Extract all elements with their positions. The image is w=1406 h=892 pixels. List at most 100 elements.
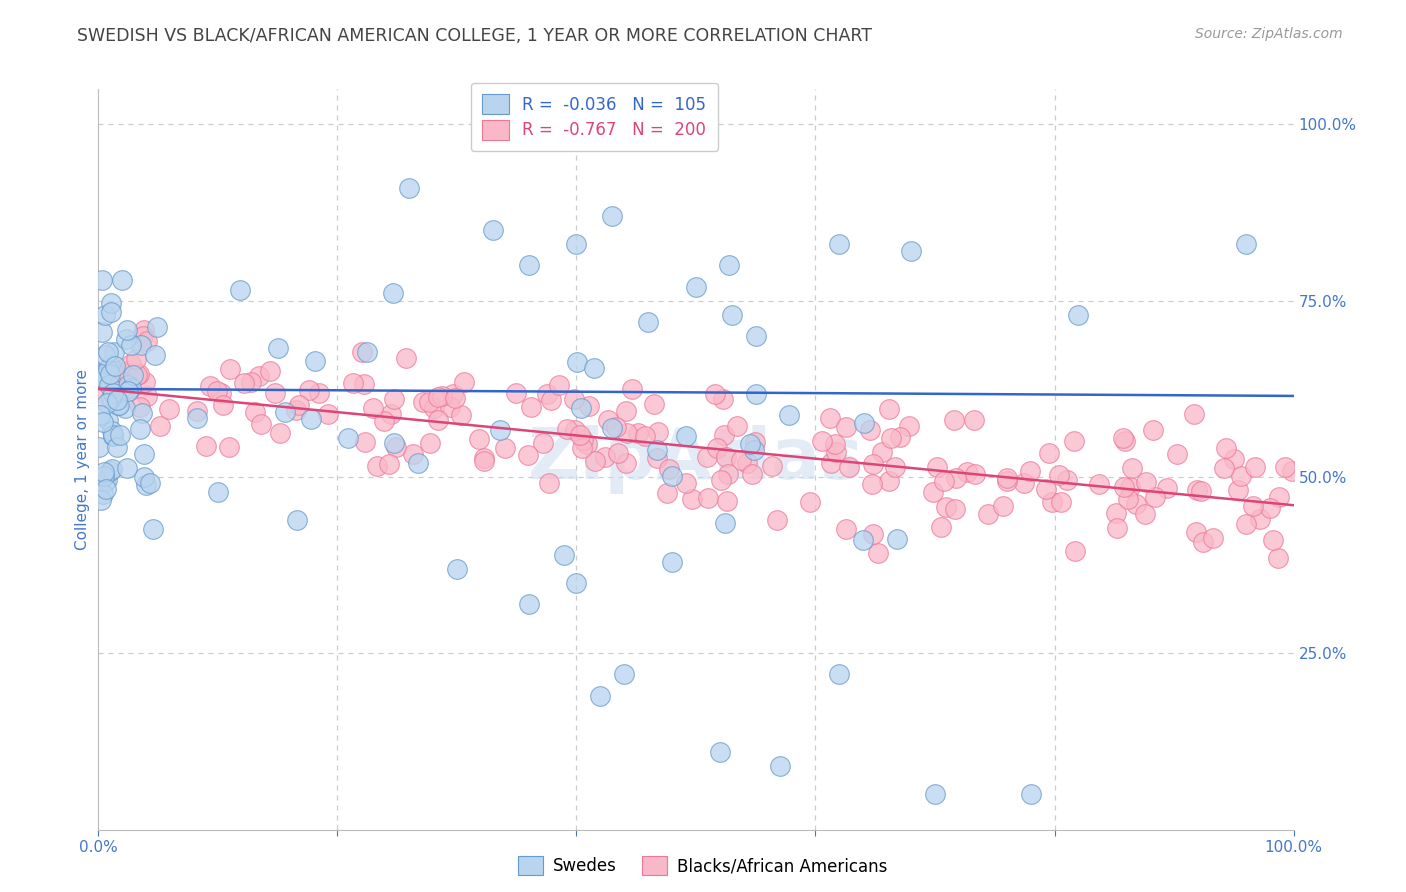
Point xyxy=(101,428,124,442)
Point xyxy=(765,513,787,527)
Point xyxy=(1184,524,1206,539)
Point xyxy=(98,368,121,382)
Point xyxy=(1202,531,1225,545)
Point xyxy=(565,575,588,590)
Point xyxy=(128,368,150,382)
Point xyxy=(108,427,131,442)
Point xyxy=(229,283,252,297)
Point xyxy=(852,416,875,430)
Point xyxy=(122,368,145,382)
Point xyxy=(730,453,752,467)
Point xyxy=(342,376,364,390)
Point xyxy=(395,351,418,365)
Point xyxy=(1241,499,1264,513)
Point xyxy=(1040,495,1063,509)
Point xyxy=(233,376,256,390)
Point xyxy=(995,471,1018,485)
Point xyxy=(91,272,114,286)
Point xyxy=(93,469,115,483)
Point xyxy=(710,473,733,487)
Point xyxy=(828,667,851,681)
Point xyxy=(583,361,606,376)
Point xyxy=(1067,308,1090,322)
Point xyxy=(820,456,842,470)
Text: SWEDISH VS BLACK/AFRICAN AMERICAN COLLEGE, 1 YEAR OR MORE CORRELATION CHART: SWEDISH VS BLACK/AFRICAN AMERICAN COLLEG… xyxy=(77,27,872,45)
Point xyxy=(824,436,846,450)
Point xyxy=(1121,460,1143,475)
Point xyxy=(932,474,955,488)
Point xyxy=(1143,490,1166,504)
Point xyxy=(614,404,637,418)
Point xyxy=(835,420,858,434)
Point xyxy=(422,401,444,416)
Point xyxy=(818,410,841,425)
Point xyxy=(96,473,118,487)
Point xyxy=(134,376,156,390)
Point xyxy=(100,305,122,319)
Y-axis label: College, 1 year or more: College, 1 year or more xyxy=(75,369,90,549)
Point xyxy=(134,469,156,483)
Point xyxy=(380,407,402,421)
Point xyxy=(474,450,496,465)
Point xyxy=(249,417,271,431)
Point xyxy=(505,385,527,400)
Point xyxy=(991,499,1014,513)
Point xyxy=(120,381,142,395)
Point xyxy=(1182,407,1205,421)
Point xyxy=(120,357,142,371)
Point xyxy=(356,345,378,359)
Point xyxy=(247,369,270,384)
Point xyxy=(1118,491,1140,506)
Point xyxy=(430,389,453,403)
Point xyxy=(132,329,155,343)
Point xyxy=(1112,431,1135,445)
Point xyxy=(1230,469,1253,483)
Point xyxy=(1156,481,1178,495)
Point xyxy=(685,279,707,293)
Point xyxy=(761,459,783,474)
Point xyxy=(1243,460,1265,475)
Point xyxy=(444,391,467,405)
Point xyxy=(115,460,138,475)
Point xyxy=(115,322,138,336)
Point xyxy=(718,259,741,273)
Point xyxy=(96,362,118,376)
Point xyxy=(354,434,377,449)
Point xyxy=(146,319,169,334)
Point xyxy=(725,418,748,433)
Point xyxy=(1114,434,1136,449)
Point xyxy=(942,413,965,427)
Point xyxy=(675,429,697,443)
Point xyxy=(100,391,122,405)
Point xyxy=(602,209,624,223)
Point xyxy=(129,337,152,351)
Point xyxy=(125,351,148,366)
Point xyxy=(269,425,291,440)
Point xyxy=(494,442,516,456)
Point xyxy=(439,400,461,414)
Point xyxy=(1249,512,1271,526)
Point xyxy=(139,475,162,490)
Point xyxy=(297,384,319,398)
Point xyxy=(366,459,388,474)
Point xyxy=(889,430,911,444)
Point xyxy=(209,386,232,401)
Point xyxy=(517,597,540,611)
Point xyxy=(862,457,884,471)
Point xyxy=(860,477,883,491)
Point xyxy=(186,404,208,418)
Point xyxy=(589,689,612,703)
Point xyxy=(1213,461,1236,475)
Point xyxy=(834,522,856,536)
Point xyxy=(1038,446,1060,460)
Point xyxy=(620,382,643,396)
Point xyxy=(716,494,738,508)
Point xyxy=(1142,423,1164,437)
Point xyxy=(921,484,943,499)
Point xyxy=(616,426,638,441)
Point xyxy=(93,308,115,322)
Point xyxy=(714,450,737,465)
Point xyxy=(517,448,540,462)
Point xyxy=(593,450,616,464)
Point xyxy=(721,308,744,322)
